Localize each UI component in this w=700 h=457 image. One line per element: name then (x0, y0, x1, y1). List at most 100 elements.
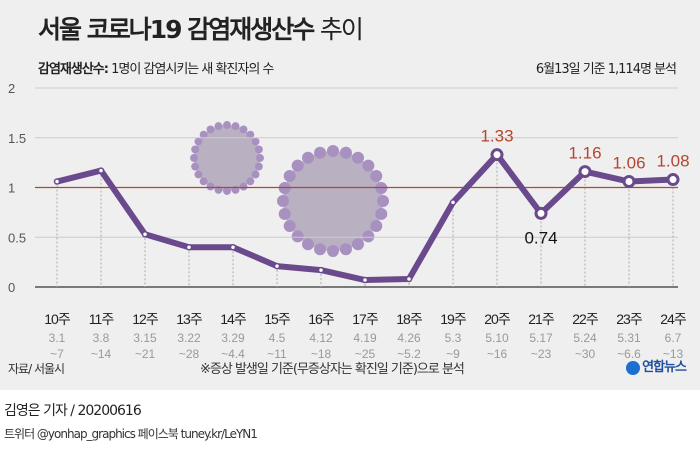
date-range-end: ~21 (135, 347, 156, 361)
virus-icon-spike (251, 170, 260, 179)
virus-icon-spike (231, 122, 240, 131)
date-range-start: 4.12 (309, 331, 333, 345)
data-point (229, 243, 237, 251)
data-point (97, 167, 105, 174)
data-point (405, 275, 413, 283)
date-range-start: 5.3 (445, 331, 462, 345)
date-range-end: ~23 (531, 347, 552, 361)
data-label: 1.08 (656, 152, 689, 171)
virus-icon-spike (254, 162, 263, 171)
virus-icon-spike (206, 182, 215, 191)
virus-icon-spike (291, 230, 304, 243)
virus-icon-spike (206, 125, 215, 134)
y-tick-label: 0.5 (8, 230, 26, 245)
virus-icon-spike (375, 207, 388, 220)
virus-icon-spike (214, 122, 223, 131)
virus-icon-spike (246, 130, 255, 139)
date-range-start: 5.17 (529, 331, 553, 345)
date-range-start: 5.10 (485, 331, 509, 345)
footnote: ※증상 발생일 기준(무증상자는 확진일 기준)으로 분석 (200, 362, 465, 377)
data-point (141, 231, 149, 238)
date-range-start: 3.22 (177, 331, 201, 345)
x-tick-label: 13주 (176, 311, 203, 327)
virus-icon-spike (314, 146, 327, 159)
date-range-end: ~6.6 (617, 347, 641, 361)
virus-icon-spike (362, 230, 375, 243)
virus-icon-spike (199, 177, 208, 186)
x-tick-label: 17주 (352, 311, 379, 327)
subtitle-term: 감염재생산수: (38, 62, 109, 77)
virus-icon-spike (327, 245, 339, 257)
logo-text: 연합뉴스 (642, 360, 687, 375)
virus-icon-spike (191, 162, 200, 171)
date-range-end: ~30 (575, 347, 596, 361)
reporter-credit: 김영은 기자 / 20200616 (4, 403, 142, 419)
date-range-end: ~9 (446, 347, 460, 361)
virus-icon-spike (239, 182, 248, 191)
virus-icon-spike (283, 220, 296, 232)
virus-icon-spike (302, 238, 314, 251)
virus-icon-body (283, 151, 383, 251)
y-tick-label: 1 (8, 181, 15, 196)
x-tick-label: 20주 (484, 311, 511, 327)
title-bold: 서울 코로나19 감염재생산수 (38, 15, 315, 44)
date-range-start: 3.1 (49, 331, 66, 345)
virus-icon-spike (223, 121, 231, 129)
virus-icon-spike (314, 243, 327, 256)
data-point (666, 173, 680, 187)
x-tick-label: 11주 (89, 311, 115, 327)
data-point (534, 206, 548, 220)
date-range-end: ~18 (311, 347, 332, 361)
date-range-end: ~16 (487, 347, 508, 361)
virus-icon-spike (370, 170, 383, 182)
date-range-start: 4.5 (269, 331, 286, 345)
x-tick-label: 14주 (220, 311, 247, 327)
virus-icon-spike (194, 137, 203, 146)
x-tick-label: 24주 (660, 311, 687, 327)
data-label: 1.16 (568, 144, 601, 163)
date-range-end: ~14 (91, 347, 112, 361)
date-range-end: ~28 (179, 347, 200, 361)
date-range-start: 5.31 (617, 331, 641, 345)
virus-icon-spike (278, 207, 291, 220)
virus-icon-body (194, 125, 260, 191)
virus-icon-spike (194, 170, 203, 179)
virus-icon-spike (352, 151, 364, 164)
data-point (490, 148, 504, 162)
date-range-start: 4.26 (397, 331, 421, 345)
data-label: 1.06 (612, 154, 645, 173)
virus-icon-spike (302, 151, 314, 164)
date-range-start: 5.24 (573, 331, 597, 345)
virus-icon-spike (362, 159, 375, 172)
date-range-start: 6.7 (665, 331, 682, 345)
virus-icon-spike (190, 154, 198, 162)
date-range-end: ~7 (50, 347, 64, 361)
virus-icon-spike (246, 177, 255, 186)
data-label: 0.74 (524, 228, 557, 247)
virus-icon-spike (291, 159, 304, 172)
virus-icon-spike (223, 187, 231, 195)
data-label: 1.33 (480, 127, 513, 146)
x-tick-label: 10주 (44, 311, 71, 327)
subtitle: 감염재생산수: 1명이 감염시키는 새 확진자의 수 (38, 58, 274, 77)
data-point (622, 175, 636, 189)
y-tick-label: 2 (8, 81, 15, 96)
virus-icon-spike (251, 137, 260, 146)
basis-note: 6월13일 기준 1,114명 분석 (535, 62, 677, 77)
x-tick-label: 18주 (396, 311, 423, 327)
yonhap-logo: 연합뉴스 (626, 356, 687, 375)
data-point (273, 262, 281, 270)
virus-icon-spike (339, 146, 352, 159)
chart-title: 서울 코로나19 감염재생산수 추이 (38, 10, 364, 46)
x-tick-label: 19주 (440, 311, 467, 327)
data-point (185, 243, 193, 251)
data-point (449, 199, 457, 206)
x-tick-label: 12주 (132, 311, 159, 327)
x-tick-label: 16주 (308, 311, 335, 327)
date-range-end: ~25 (355, 347, 376, 361)
line-chart: 0 0.5 1 1.5 2 1.33 0.74 1.16 1.06 1.08 10주 3.1 ~7 11주… (8, 81, 690, 361)
data-point (317, 266, 325, 274)
virus-icon-spike (339, 243, 352, 256)
virus-icon-spike (256, 154, 264, 162)
date-range-end: ~4.4 (221, 347, 245, 361)
